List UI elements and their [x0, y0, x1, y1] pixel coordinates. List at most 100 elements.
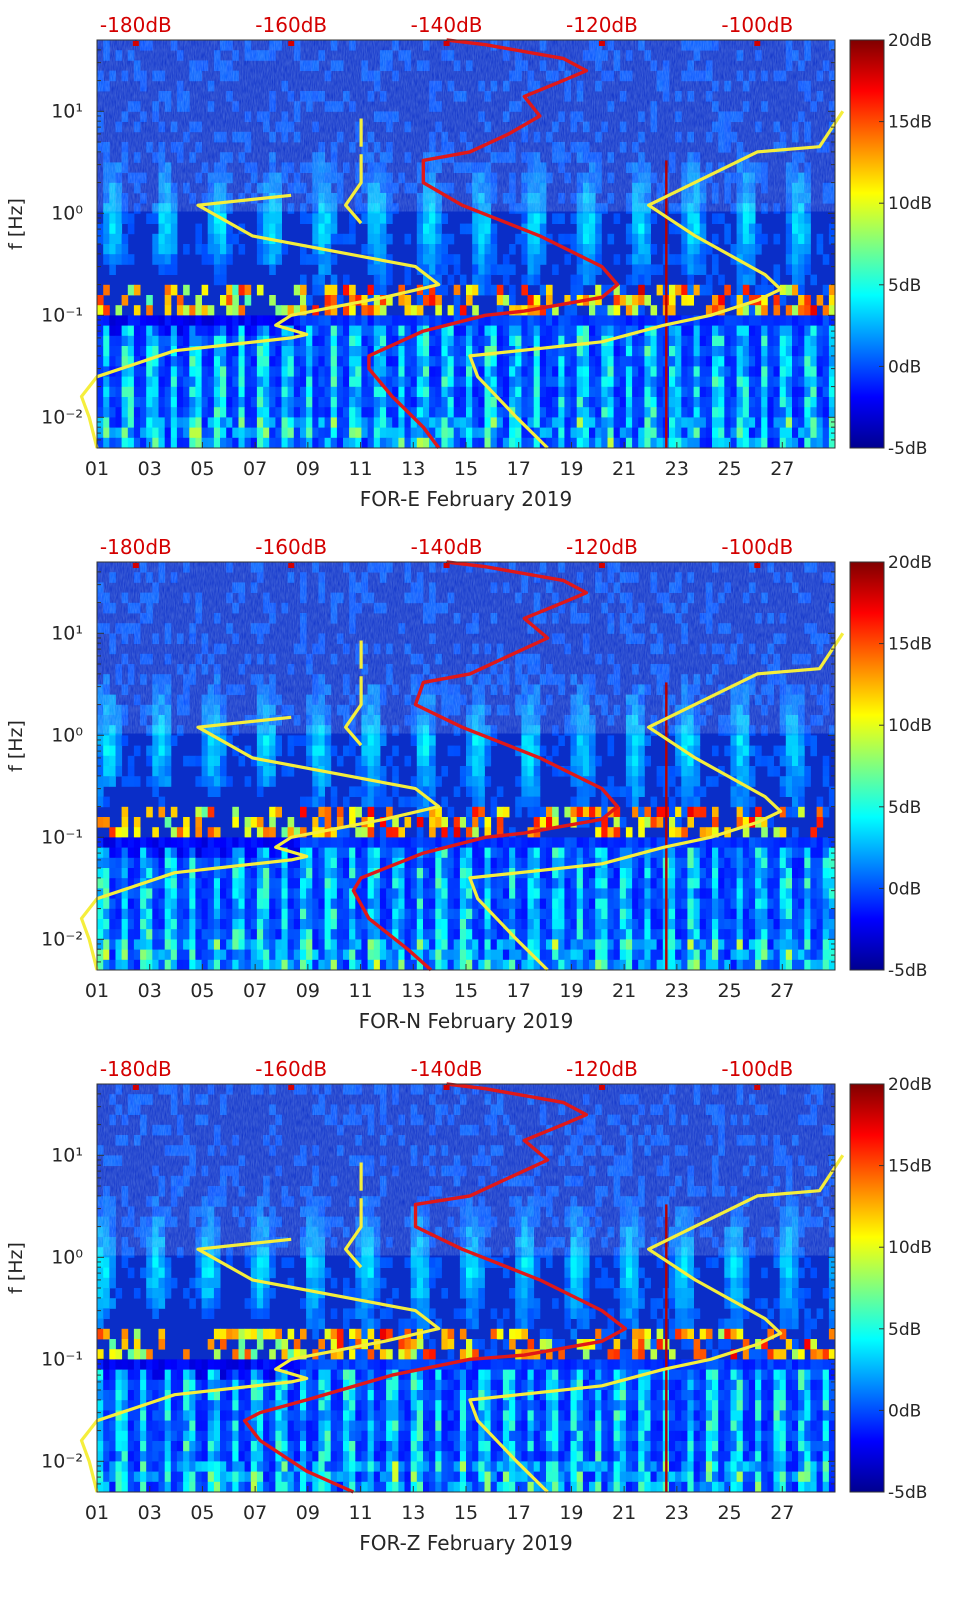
- top-db-tick-label: -100dB: [721, 535, 793, 559]
- x-tick-label: 25: [717, 458, 741, 480]
- psd-curve: [351, 560, 620, 972]
- colorbar-tick-label: 20dB: [888, 553, 932, 573]
- y-tick-label: 10¹: [51, 100, 83, 122]
- spectrogram-panel: 10⁻² 10⁻¹ 10⁰ 10¹ f [Hz] 01 03 05 07 09 11 13 15 17 19…: [5, 13, 932, 511]
- reference-curve: [79, 715, 441, 971]
- x-tick-label: 19: [559, 458, 583, 480]
- colorbar-tick-label: 10dB: [888, 194, 932, 214]
- x-axis-label: FOR-E February 2019: [360, 487, 572, 511]
- x-tick-label: 07: [243, 980, 267, 1002]
- x-tick-label: 05: [190, 980, 214, 1002]
- colorbar-tick-label: -5dB: [888, 961, 927, 981]
- x-tick-label: 07: [243, 458, 267, 480]
- reference-curve: [468, 110, 845, 450]
- x-tick-label: 01: [85, 980, 109, 1002]
- x-tick-label: 19: [559, 980, 583, 1002]
- x-tick-label: 09: [296, 980, 320, 1002]
- x-tick-label: 11: [348, 1502, 372, 1524]
- reference-curve: [344, 154, 363, 225]
- reference-curve: [79, 193, 441, 449]
- x-tick-label: 27: [770, 458, 794, 480]
- x-tick-label: 01: [85, 458, 109, 480]
- colorbar-tick-label: -5dB: [888, 1483, 927, 1503]
- x-tick-label: 03: [138, 458, 162, 480]
- y-tick-label: 10⁻²: [41, 1450, 83, 1472]
- x-tick-label: 13: [401, 458, 425, 480]
- x-tick-label: 23: [665, 1502, 689, 1524]
- top-db-tick-label: -180dB: [100, 535, 172, 559]
- x-tick-label: 11: [348, 980, 372, 1002]
- x-tick-label: 17: [507, 458, 531, 480]
- reference-curve: [344, 1198, 363, 1269]
- x-tick-label: 17: [507, 980, 531, 1002]
- y-axis-label: f [Hz]: [5, 198, 27, 250]
- x-tick-label: 05: [190, 1502, 214, 1524]
- colorbar-tick-label: 10dB: [888, 1238, 932, 1258]
- x-tick-label: 15: [454, 458, 478, 480]
- y-tick-label: 10¹: [51, 1144, 83, 1166]
- top-db-tick-label: -100dB: [721, 1057, 793, 1081]
- y-tick-label: 10⁰: [51, 1246, 83, 1268]
- colorbar-tick-label: -5dB: [888, 439, 927, 459]
- colorbar-tick-label: 20dB: [888, 31, 932, 51]
- x-tick-label: 03: [138, 1502, 162, 1524]
- y-tick-label: 10⁻¹: [41, 304, 83, 326]
- colorbar-tick-label: 0dB: [888, 879, 921, 899]
- top-db-tick-label: -120dB: [566, 535, 638, 559]
- top-db-tick-label: -140dB: [411, 1057, 483, 1081]
- psd-curve: [367, 38, 620, 450]
- spectrogram-panel: 10⁻² 10⁻¹ 10⁰ 10¹ f [Hz] 01 03 05 07 09 11 13 15 17 19…: [5, 535, 932, 1033]
- top-db-tick-label: -160dB: [255, 1057, 327, 1081]
- colorbar-tick-label: 5dB: [888, 1320, 921, 1340]
- x-tick-label: 09: [296, 1502, 320, 1524]
- spectrogram-heatmap: [97, 1084, 836, 1493]
- top-db-tick-label: -140dB: [411, 535, 483, 559]
- x-tick-label: 21: [612, 458, 636, 480]
- spectrogram-panel: 10⁻² 10⁻¹ 10⁰ 10¹ f [Hz] 01 03 05 07 09 11 13 15 17 19…: [5, 1057, 932, 1555]
- reference-curve: [468, 632, 845, 972]
- x-tick-label: 19: [559, 1502, 583, 1524]
- x-tick-label: 05: [190, 458, 214, 480]
- x-tick-label: 15: [454, 980, 478, 1002]
- top-db-tick-label: -160dB: [255, 13, 327, 37]
- x-axis-label: FOR-N February 2019: [359, 1009, 574, 1033]
- x-tick-label: 01: [85, 1502, 109, 1524]
- x-tick-label: 27: [770, 1502, 794, 1524]
- psd-curve: [242, 1082, 627, 1494]
- colorbar-tick-label: 5dB: [888, 276, 921, 296]
- colorbar: 20dB 15dB 10dB 5dB 0dB -5dB: [849, 1075, 932, 1503]
- top-db-tick-label: -160dB: [255, 535, 327, 559]
- y-tick-label: 10⁰: [51, 724, 83, 746]
- x-tick-label: 11: [348, 458, 372, 480]
- colorbar-tick-label: 15dB: [888, 1157, 932, 1177]
- top-db-tick-label: -120dB: [566, 13, 638, 37]
- y-axis-label: f [Hz]: [5, 720, 27, 772]
- x-tick-label: 13: [401, 980, 425, 1002]
- y-tick-label: 10¹: [51, 622, 83, 644]
- colorbar-tick-label: 15dB: [888, 113, 932, 133]
- y-tick-label: 10⁻²: [41, 928, 83, 950]
- y-tick-label: 10⁰: [51, 202, 83, 224]
- y-axis-label: f [Hz]: [5, 1242, 27, 1294]
- x-tick-label: 09: [296, 458, 320, 480]
- reference-curve: [79, 1237, 441, 1493]
- y-tick-label: 10⁻²: [41, 406, 83, 428]
- x-tick-label: 23: [665, 980, 689, 1002]
- colorbar-tick-label: 0dB: [888, 357, 921, 377]
- x-tick-label: 25: [717, 980, 741, 1002]
- colorbar-tick-label: 10dB: [888, 716, 932, 736]
- x-tick-label: 23: [665, 458, 689, 480]
- x-tick-label: 15: [454, 1502, 478, 1524]
- x-tick-label: 21: [612, 980, 636, 1002]
- y-tick-label: 10⁻¹: [41, 1348, 83, 1370]
- top-db-tick-label: -180dB: [100, 13, 172, 37]
- spectrogram-heatmap: [97, 562, 836, 971]
- top-db-tick-label: -100dB: [721, 13, 793, 37]
- top-db-tick-label: -120dB: [566, 1057, 638, 1081]
- x-axis-label: FOR-Z February 2019: [359, 1531, 573, 1555]
- reference-curve: [468, 1154, 845, 1494]
- y-tick-label: 10⁻¹: [41, 826, 83, 848]
- x-tick-label: 03: [138, 980, 162, 1002]
- x-tick-label: 25: [717, 1502, 741, 1524]
